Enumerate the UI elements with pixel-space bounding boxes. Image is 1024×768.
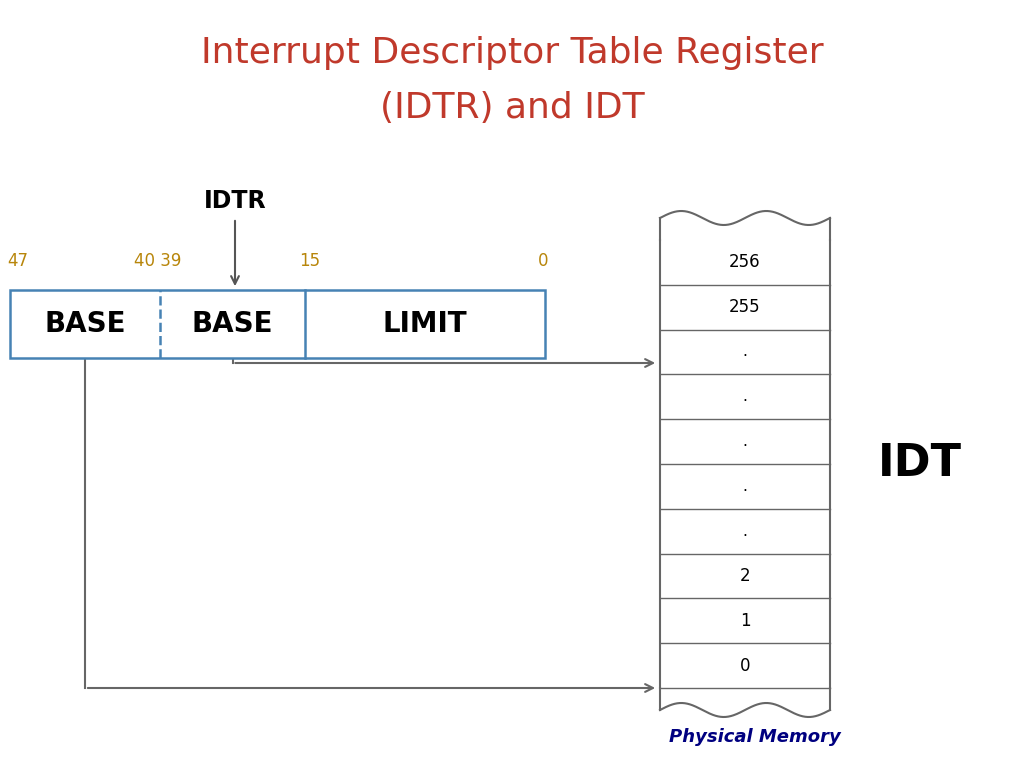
Text: BASE: BASE (191, 310, 273, 338)
Text: 255: 255 (729, 298, 761, 316)
Text: 2: 2 (739, 567, 751, 585)
Text: .: . (742, 434, 748, 449)
Text: 40 39: 40 39 (134, 252, 181, 270)
Text: LIMIT: LIMIT (383, 310, 467, 338)
Bar (10, 290, 545, 358)
Text: Interrupt Descriptor Table Register: Interrupt Descriptor Table Register (201, 36, 823, 70)
Text: .: . (742, 389, 748, 404)
Text: Physical Memory: Physical Memory (669, 728, 841, 746)
Text: 47: 47 (7, 252, 29, 270)
Text: 0: 0 (739, 657, 751, 674)
Text: BASE: BASE (44, 310, 126, 338)
Text: IDTR: IDTR (204, 189, 266, 213)
Text: .: . (742, 479, 748, 494)
Text: 1: 1 (739, 612, 751, 630)
Text: 15: 15 (299, 252, 321, 270)
Text: (IDTR) and IDT: (IDTR) and IDT (380, 91, 644, 125)
Text: 256: 256 (729, 253, 761, 271)
Text: .: . (742, 345, 748, 359)
Text: 0: 0 (538, 252, 548, 270)
Text: IDT: IDT (878, 442, 962, 485)
Text: .: . (742, 524, 748, 538)
